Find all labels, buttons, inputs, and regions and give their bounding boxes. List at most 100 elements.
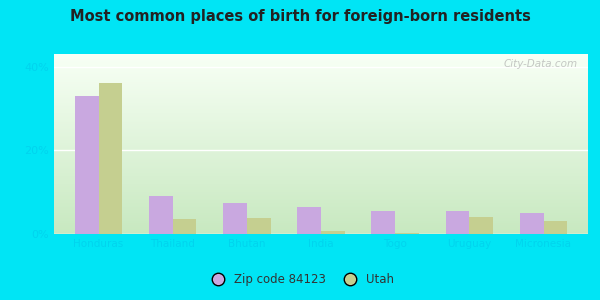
Bar <box>223 202 247 234</box>
Bar <box>54 221 588 222</box>
Text: Most common places of birth for foreign-born residents: Most common places of birth for foreign-… <box>70 9 530 24</box>
Bar <box>247 218 271 234</box>
Bar <box>98 83 122 234</box>
Bar <box>54 125 588 126</box>
Bar <box>149 196 173 234</box>
Bar <box>54 208 588 209</box>
Bar <box>54 233 588 234</box>
Bar <box>54 205 588 206</box>
Bar <box>54 63 588 64</box>
Bar <box>54 138 588 139</box>
Bar <box>54 134 588 135</box>
Bar <box>54 152 588 153</box>
Bar <box>54 146 588 147</box>
Bar <box>469 217 493 234</box>
Bar <box>54 145 588 146</box>
Bar <box>54 216 588 217</box>
Bar <box>395 233 419 234</box>
Bar <box>54 222 588 223</box>
Bar <box>54 95 588 96</box>
Bar <box>54 81 588 82</box>
Bar <box>54 84 588 85</box>
Bar <box>54 158 588 159</box>
Bar <box>54 139 588 140</box>
Bar <box>54 212 588 213</box>
Bar <box>54 73 588 74</box>
Bar <box>54 156 588 157</box>
Bar <box>149 196 173 234</box>
Bar <box>173 219 196 234</box>
Bar <box>54 141 588 142</box>
Bar <box>54 131 588 132</box>
Bar <box>54 229 588 230</box>
Bar <box>54 228 588 229</box>
Bar <box>54 176 588 177</box>
Bar <box>54 110 588 111</box>
Bar <box>75 96 98 234</box>
Bar <box>54 64 588 65</box>
Bar <box>54 219 588 220</box>
Bar <box>54 113 588 114</box>
Bar <box>54 120 588 121</box>
Bar <box>54 227 588 228</box>
Bar <box>54 66 588 67</box>
Bar <box>54 62 588 63</box>
Bar <box>54 97 588 98</box>
Bar <box>54 184 588 185</box>
Bar <box>54 230 588 231</box>
Bar <box>54 70 588 71</box>
Bar <box>321 231 345 234</box>
Bar <box>54 202 588 203</box>
Bar <box>54 76 588 77</box>
Bar <box>54 163 588 164</box>
Bar <box>54 107 588 108</box>
Bar <box>54 60 588 61</box>
Bar <box>54 135 588 136</box>
Bar <box>54 77 588 78</box>
Bar <box>54 195 588 196</box>
Bar <box>54 217 588 218</box>
Bar <box>54 210 588 211</box>
Bar <box>54 171 588 172</box>
Bar <box>54 161 588 162</box>
Bar <box>54 121 588 122</box>
Bar <box>54 170 588 171</box>
Bar <box>54 128 588 129</box>
Bar <box>54 103 588 104</box>
Bar <box>469 217 493 234</box>
Bar <box>54 79 588 80</box>
Bar <box>54 214 588 215</box>
Bar <box>54 173 588 174</box>
Bar <box>54 100 588 101</box>
Bar <box>297 207 321 234</box>
Bar <box>54 109 588 110</box>
Bar <box>54 119 588 120</box>
Bar <box>54 115 588 116</box>
Bar <box>54 90 588 91</box>
Bar <box>54 178 588 179</box>
Bar <box>54 112 588 113</box>
Bar <box>54 87 588 88</box>
Bar <box>54 61 588 62</box>
Bar <box>54 94 588 95</box>
Bar <box>54 172 588 173</box>
Bar <box>54 190 588 191</box>
Bar <box>54 211 588 212</box>
Bar <box>297 207 321 234</box>
Bar <box>54 99 588 100</box>
Bar <box>54 122 588 123</box>
Bar <box>54 78 588 79</box>
Legend: Zip code 84123, Utah: Zip code 84123, Utah <box>201 269 399 291</box>
Bar <box>54 106 588 107</box>
Bar <box>54 101 588 102</box>
Bar <box>54 54 588 55</box>
Bar <box>54 203 588 204</box>
Bar <box>54 72 588 73</box>
Bar <box>54 83 588 84</box>
Bar <box>54 68 588 69</box>
Bar <box>54 166 588 167</box>
Bar <box>54 196 588 197</box>
Bar <box>54 80 588 81</box>
Bar <box>54 207 588 208</box>
Bar <box>54 118 588 119</box>
